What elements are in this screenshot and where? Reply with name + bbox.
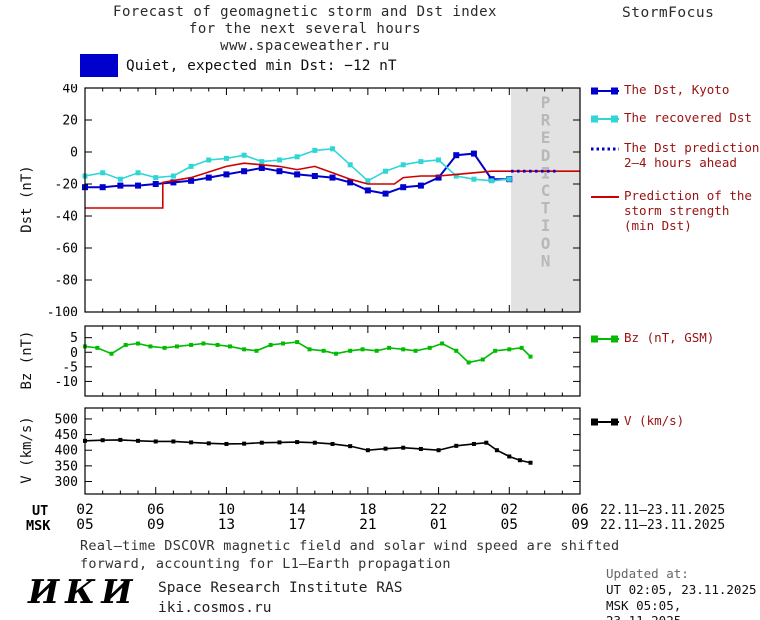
svg-text:D: D: [541, 146, 551, 165]
legend-swatch-dst-kyoto: [591, 87, 619, 95]
legend-label-dst-kyoto: The Dst, Kyoto: [624, 82, 730, 97]
institute-website: iki.cosmos.ru: [158, 600, 272, 616]
propagation-note: Real–time DSCOVR magnetic field and sola…: [80, 538, 620, 572]
x-tick-label: 06: [571, 502, 589, 518]
x-tick-label: 10: [217, 502, 236, 518]
msk-date-range: 22.11–23.11.2025: [600, 518, 726, 533]
legend-label-v: V (km/s): [624, 413, 685, 428]
svg-text:I: I: [541, 163, 551, 182]
updated-ut: UT 02:05, 23.11.2025: [606, 582, 757, 597]
svg-text:40: 40: [62, 84, 78, 97]
svg-text:0: 0: [70, 146, 78, 161]
ut-axis-name: UT: [32, 503, 49, 519]
svg-text:R: R: [541, 111, 551, 130]
x-tick-label: 09: [571, 517, 589, 533]
x-tick-label: 02: [500, 502, 519, 518]
legend-item-bz: Bz (nT, GSM): [591, 330, 714, 345]
x-tick-label: 14: [288, 502, 306, 518]
x-tick-labels-msk: 05 09 13 17 21 01 05 09: [0, 517, 600, 533]
svg-text:450: 450: [55, 428, 78, 443]
x-tick-label: 21: [359, 517, 377, 533]
x-tick-label: 01: [429, 517, 448, 533]
svg-text:N: N: [541, 251, 551, 270]
svg-text:I: I: [541, 216, 551, 235]
svg-text:-80: -80: [55, 274, 78, 289]
legend-swatch-storm-strength: [591, 196, 619, 198]
svg-text:20: 20: [62, 114, 78, 129]
svg-text:300: 300: [55, 475, 78, 490]
legend-swatch-bz: [591, 335, 619, 343]
status-label: Quiet, expected min Dst: −12 nT: [126, 58, 397, 74]
svg-text:350: 350: [55, 459, 78, 474]
updated-msk: MSK 05:05, 23.11.2025: [606, 598, 682, 620]
x-tick-label: 22: [429, 502, 448, 518]
x-tick-label: 09: [146, 517, 165, 533]
title-line-2: for the next several hours: [188, 21, 422, 37]
legend-label-recovered-dst: The recovered Dst: [624, 110, 752, 125]
svg-text:5: 5: [70, 331, 78, 346]
updated-at-label: Updated at:: [606, 566, 689, 581]
title-url: www.spaceweather.ru: [220, 38, 390, 54]
title-line-1: Forecast of geomagnetic storm and Dst in…: [113, 4, 497, 20]
x-tick-labels-ut: 02 06 10 14 18 22 02 06: [0, 502, 600, 518]
svg-text:500: 500: [55, 412, 78, 427]
v-axis-label: V (km/s): [19, 416, 35, 484]
x-tick-label: 06: [146, 502, 165, 518]
brand-stormfocus: StormFocus: [622, 5, 715, 21]
title-block: Forecast of geomagnetic storm and Dst in…: [60, 4, 550, 55]
msk-axis-name: MSK: [26, 518, 51, 534]
legend-swatch-dst-prediction: [591, 147, 619, 151]
svg-text:O: O: [541, 234, 551, 253]
legend-swatch-recovered-dst: [591, 115, 619, 123]
x-tick-label: 02: [76, 502, 94, 518]
status-color-swatch: [80, 54, 118, 77]
legend-item-dst-kyoto: The Dst, Kyoto: [591, 82, 729, 97]
svg-text:-40: -40: [55, 210, 78, 225]
svg-text:-10: -10: [55, 375, 78, 390]
legend-item-recovered-dst: The recovered Dst: [591, 110, 752, 125]
x-tick-label: 05: [500, 517, 519, 533]
svg-text:T: T: [541, 199, 551, 218]
legend-item-v: V (km/s): [591, 413, 684, 428]
svg-text:C: C: [541, 181, 551, 200]
legend-label-storm-strength: Prediction of the storm strength (min Ds…: [624, 188, 752, 233]
legend-item-dst-prediction: The Dst prediction 2–4 hours ahead: [591, 140, 759, 170]
institute-name: Space Research Institute RAS: [158, 580, 403, 596]
ut-date-range: 22.11–23.11.2025: [600, 503, 726, 518]
legend-label-dst-prediction: The Dst prediction 2–4 hours ahead: [624, 140, 760, 170]
svg-text:P: P: [541, 93, 551, 112]
legend-label-bz: Bz (nT, GSM): [624, 330, 715, 345]
svg-text:0: 0: [70, 346, 78, 361]
legend-item-storm-strength: Prediction of the storm strength (min Ds…: [591, 188, 752, 233]
x-tick-label: 18: [359, 502, 377, 518]
legend-swatch-v: [591, 418, 619, 426]
svg-text:E: E: [541, 128, 551, 147]
svg-text:-20: -20: [55, 178, 78, 193]
svg-text:-100: -100: [47, 306, 78, 317]
svg-text:-5: -5: [62, 360, 78, 375]
iki-logo: ИКИ: [28, 572, 139, 611]
svg-text:-60: -60: [55, 242, 78, 257]
x-tick-label: 05: [76, 517, 94, 533]
dst-axis-label: Dst (nT): [19, 165, 35, 233]
svg-text:400: 400: [55, 444, 78, 459]
x-tick-label: 17: [288, 517, 306, 533]
x-tick-label: 13: [217, 517, 236, 533]
bz-chart: 50-5-10: [55, 325, 581, 397]
